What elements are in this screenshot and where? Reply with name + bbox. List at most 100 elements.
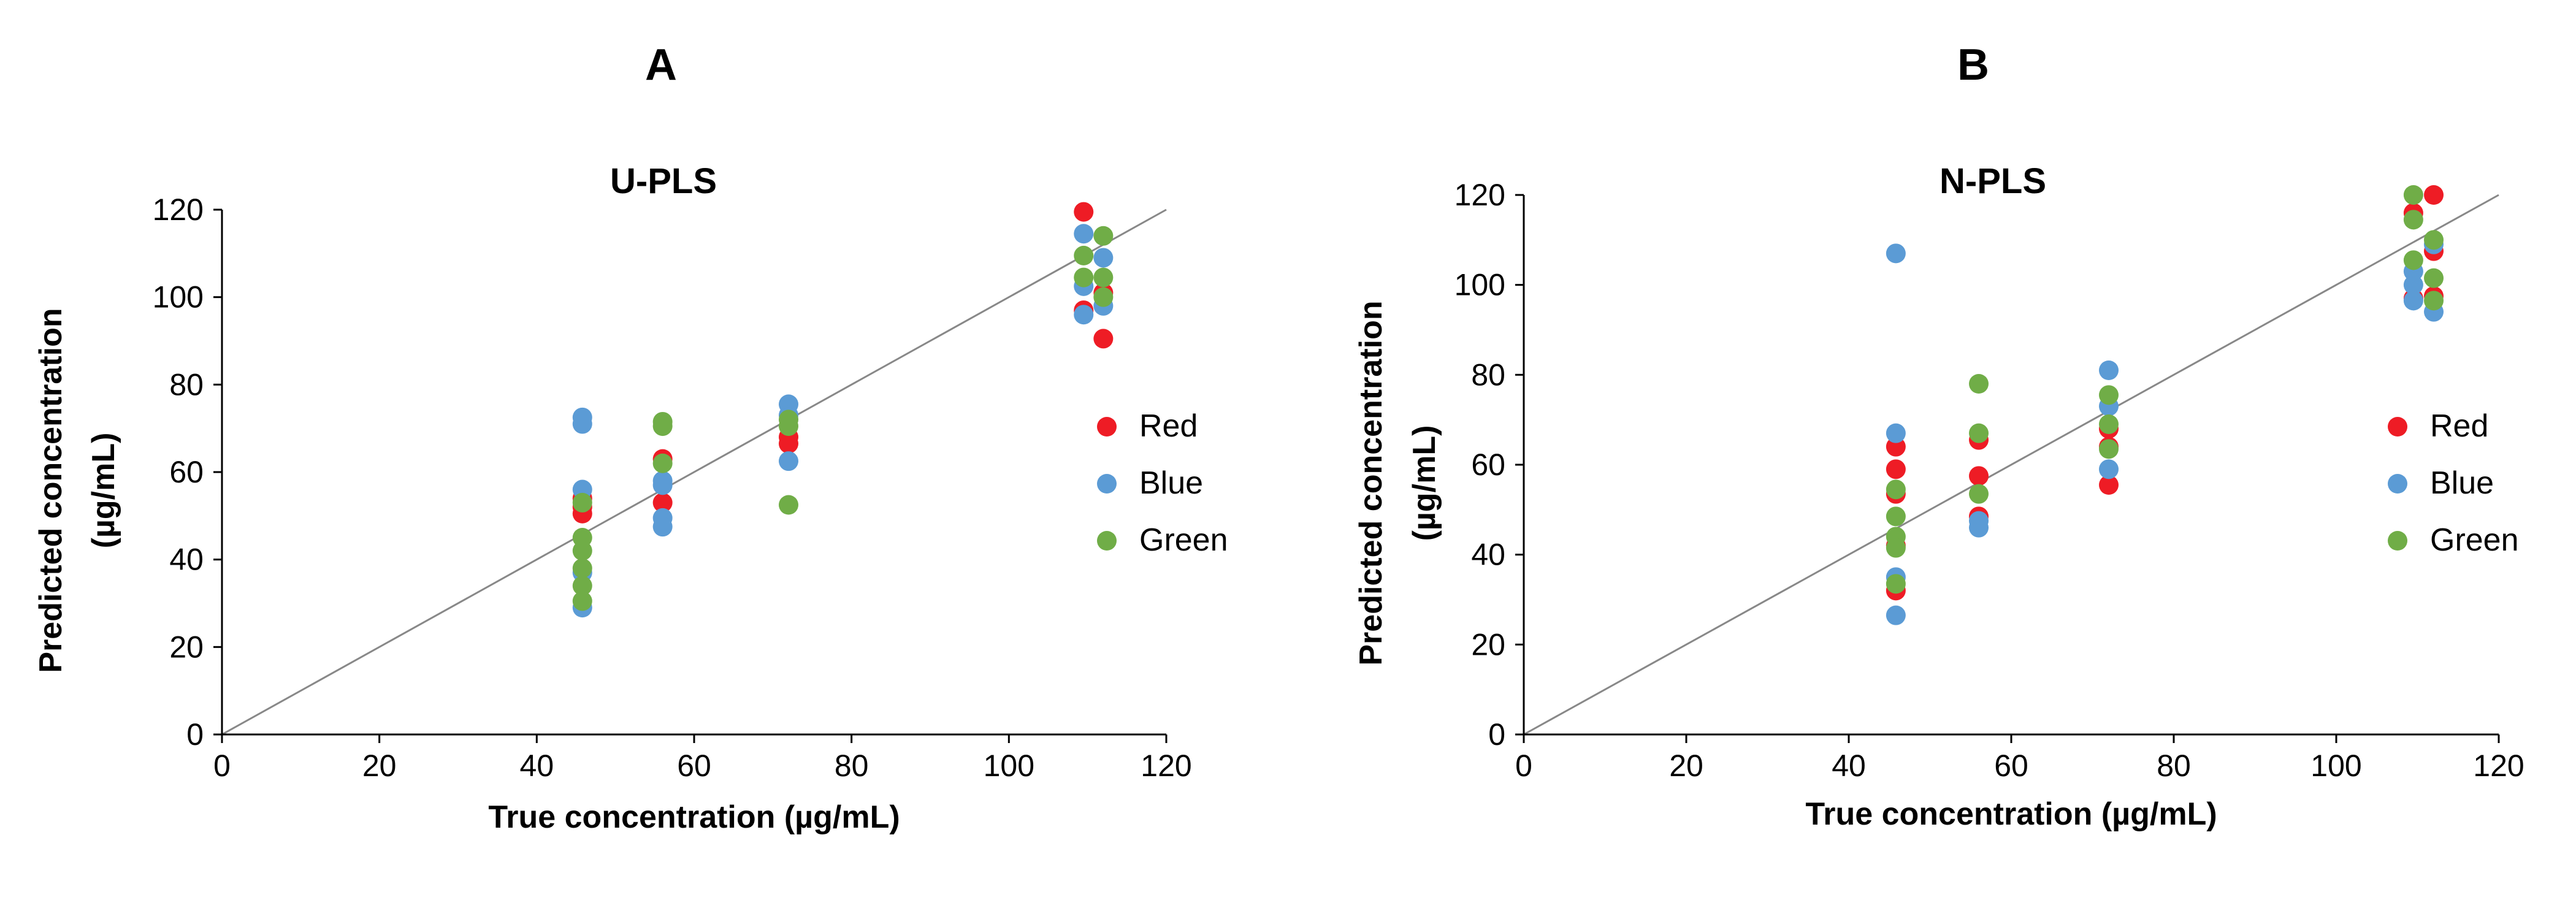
- chart-b-y-tick-label: 60: [1471, 448, 1505, 482]
- chart-b-legend-label-green: Green: [2430, 522, 2519, 558]
- chart-b-point-green: [1886, 574, 1906, 594]
- chart-a-y-tick-label: 120: [153, 193, 204, 227]
- chart-a-point-green: [572, 492, 592, 513]
- chart-b-point-red: [1886, 459, 1906, 479]
- chart-b-point-red: [2424, 185, 2444, 205]
- chart-a-point-red: [652, 492, 673, 513]
- chart-b-point-red: [1969, 466, 1989, 486]
- chart-b-point-green: [2099, 439, 2119, 459]
- chart-b-point-blue: [2099, 459, 2119, 479]
- chart-a-point-blue: [652, 517, 673, 537]
- chart-b-point-green: [2403, 250, 2423, 270]
- chart-b-legend-marker-red: [2388, 417, 2407, 437]
- chart-a-point-green: [1074, 245, 1094, 265]
- chart-b-point-green: [2424, 268, 2444, 288]
- chart-a-point-blue: [1093, 248, 1114, 268]
- chart-a-y-tick-label: 100: [153, 280, 204, 315]
- chart-b-point-green: [1969, 374, 1989, 394]
- chart-b-point-green: [1886, 479, 1906, 500]
- chart-b-point-green: [1886, 538, 1906, 558]
- chart-a-legend-marker-red: [1097, 417, 1117, 437]
- chart-a-point-green: [1093, 287, 1114, 307]
- chart-b-legend-marker-blue: [2388, 474, 2407, 494]
- chart-b-y-axis-title-line2: (µg/mL): [1407, 425, 1442, 541]
- chart-b-legend-marker-green: [2388, 531, 2407, 551]
- chart-a-point-green: [572, 576, 592, 596]
- chart-a-x-tick-label: 0: [213, 749, 231, 783]
- chart-a-x-tick-label: 20: [362, 749, 397, 783]
- chart-b-legend-label-red: Red: [2430, 408, 2488, 444]
- chart-b-point-blue: [1969, 517, 1989, 538]
- chart-b-point-green: [1969, 423, 1989, 443]
- chart-a-title: U-PLS: [610, 161, 717, 201]
- chart-a-x-tick-label: 100: [984, 749, 1034, 783]
- chart-a-point-green: [1074, 267, 1094, 288]
- chart-a-y-axis-title-line2: (µg/mL): [86, 433, 121, 549]
- chart-a-x-tick-label: 60: [677, 749, 711, 783]
- chart-b-point-blue: [2403, 275, 2423, 295]
- chart-b-x-tick-label: 100: [2310, 749, 2361, 783]
- chart-a-legend-marker-green: [1097, 531, 1117, 551]
- chart-a-y-tick-label: 20: [169, 630, 204, 664]
- chart-b-point-blue: [1886, 243, 1906, 264]
- chart-b-y-tick-label: 20: [1471, 627, 1505, 662]
- chart-b-x-tick-label: 60: [1994, 749, 2028, 783]
- chart-a-x-tick-label: 40: [520, 749, 554, 783]
- chart-a-point-red: [779, 433, 798, 454]
- chart-a-point-blue: [1074, 224, 1094, 244]
- chart-a-x-axis-title: True concentration (µg/mL): [488, 799, 900, 835]
- chart-a-panel-label: A: [645, 40, 677, 90]
- chart-b-point-green: [2099, 385, 2119, 405]
- chart-b-point-blue: [2403, 291, 2423, 311]
- chart-a-y-tick-label: 40: [169, 543, 204, 577]
- chart-a-identity-line: [221, 208, 1167, 736]
- chart-b-point-red: [1886, 437, 1906, 457]
- chart-a-point-green: [652, 453, 673, 473]
- chart-a-point-green: [572, 558, 592, 578]
- chart-b-point-green: [1886, 506, 1906, 527]
- chart-b-x-tick-label: 120: [2473, 749, 2524, 783]
- chart-a-legend-label-green: Green: [1139, 522, 1228, 558]
- chart-b-y-tick-label: 120: [1454, 178, 1505, 212]
- chart-a-point-green: [779, 495, 798, 515]
- chart-a-point-green: [652, 416, 673, 437]
- chart-a-y-axis-title-line1: Predicted concentration: [33, 308, 69, 673]
- chart-b-y-tick-label: 0: [1488, 717, 1505, 752]
- chart-b-title: N-PLS: [1940, 161, 2046, 201]
- chart-a-x-tick-label: 80: [835, 749, 869, 783]
- chart-b-point-green: [2403, 210, 2423, 230]
- chart-b-y-tick-label: 40: [1471, 538, 1505, 572]
- chart-b-point-green: [2424, 291, 2444, 311]
- chart-b-point-blue: [1886, 605, 1906, 625]
- chart-b-y-tick-label: 80: [1471, 357, 1505, 392]
- chart-a-point-green: [1093, 267, 1114, 288]
- chart-b-point-green: [2403, 185, 2423, 205]
- chart-b-x-tick-label: 80: [2157, 749, 2191, 783]
- chart-a-point-red: [1074, 202, 1094, 222]
- chart-a-y-tick-label: 0: [186, 717, 204, 752]
- chart-a-point-blue: [1074, 305, 1094, 325]
- chart-a-legend-marker-blue: [1097, 474, 1117, 494]
- chart-a-point-green: [572, 541, 592, 561]
- chart-b-y-axis-title-line1: Predicted concentration: [1353, 300, 1389, 665]
- chart-b-x-tick-label: 40: [1832, 749, 1866, 783]
- chart-b-point-blue: [1886, 423, 1906, 443]
- chart-b-point-green: [1969, 484, 1989, 504]
- chart-b-x-tick-label: 0: [1515, 749, 1532, 783]
- chart-a-point-blue: [779, 451, 798, 471]
- chart-a-point-blue: [572, 414, 592, 434]
- chart-b-y-tick-label: 100: [1454, 268, 1505, 302]
- chart-a-y-tick-label: 80: [169, 367, 204, 402]
- chart-b-x-axis-title: True concentration (µg/mL): [1805, 796, 2217, 832]
- chart-a-point-green: [779, 416, 798, 437]
- chart-a-legend-label-blue: Blue: [1139, 465, 1203, 501]
- chart-b-identity-line: [1523, 194, 2499, 736]
- chart-a-legend-label-red: Red: [1139, 408, 1198, 444]
- chart-a-point-green: [1093, 226, 1114, 246]
- chart-b-point-red: [2099, 475, 2119, 495]
- chart-b-legend-label-blue: Blue: [2430, 465, 2494, 501]
- chart-b-point-green: [2099, 414, 2119, 434]
- chart-a-point-green: [572, 591, 592, 611]
- chart-b-x-tick-label: 20: [1669, 749, 1703, 783]
